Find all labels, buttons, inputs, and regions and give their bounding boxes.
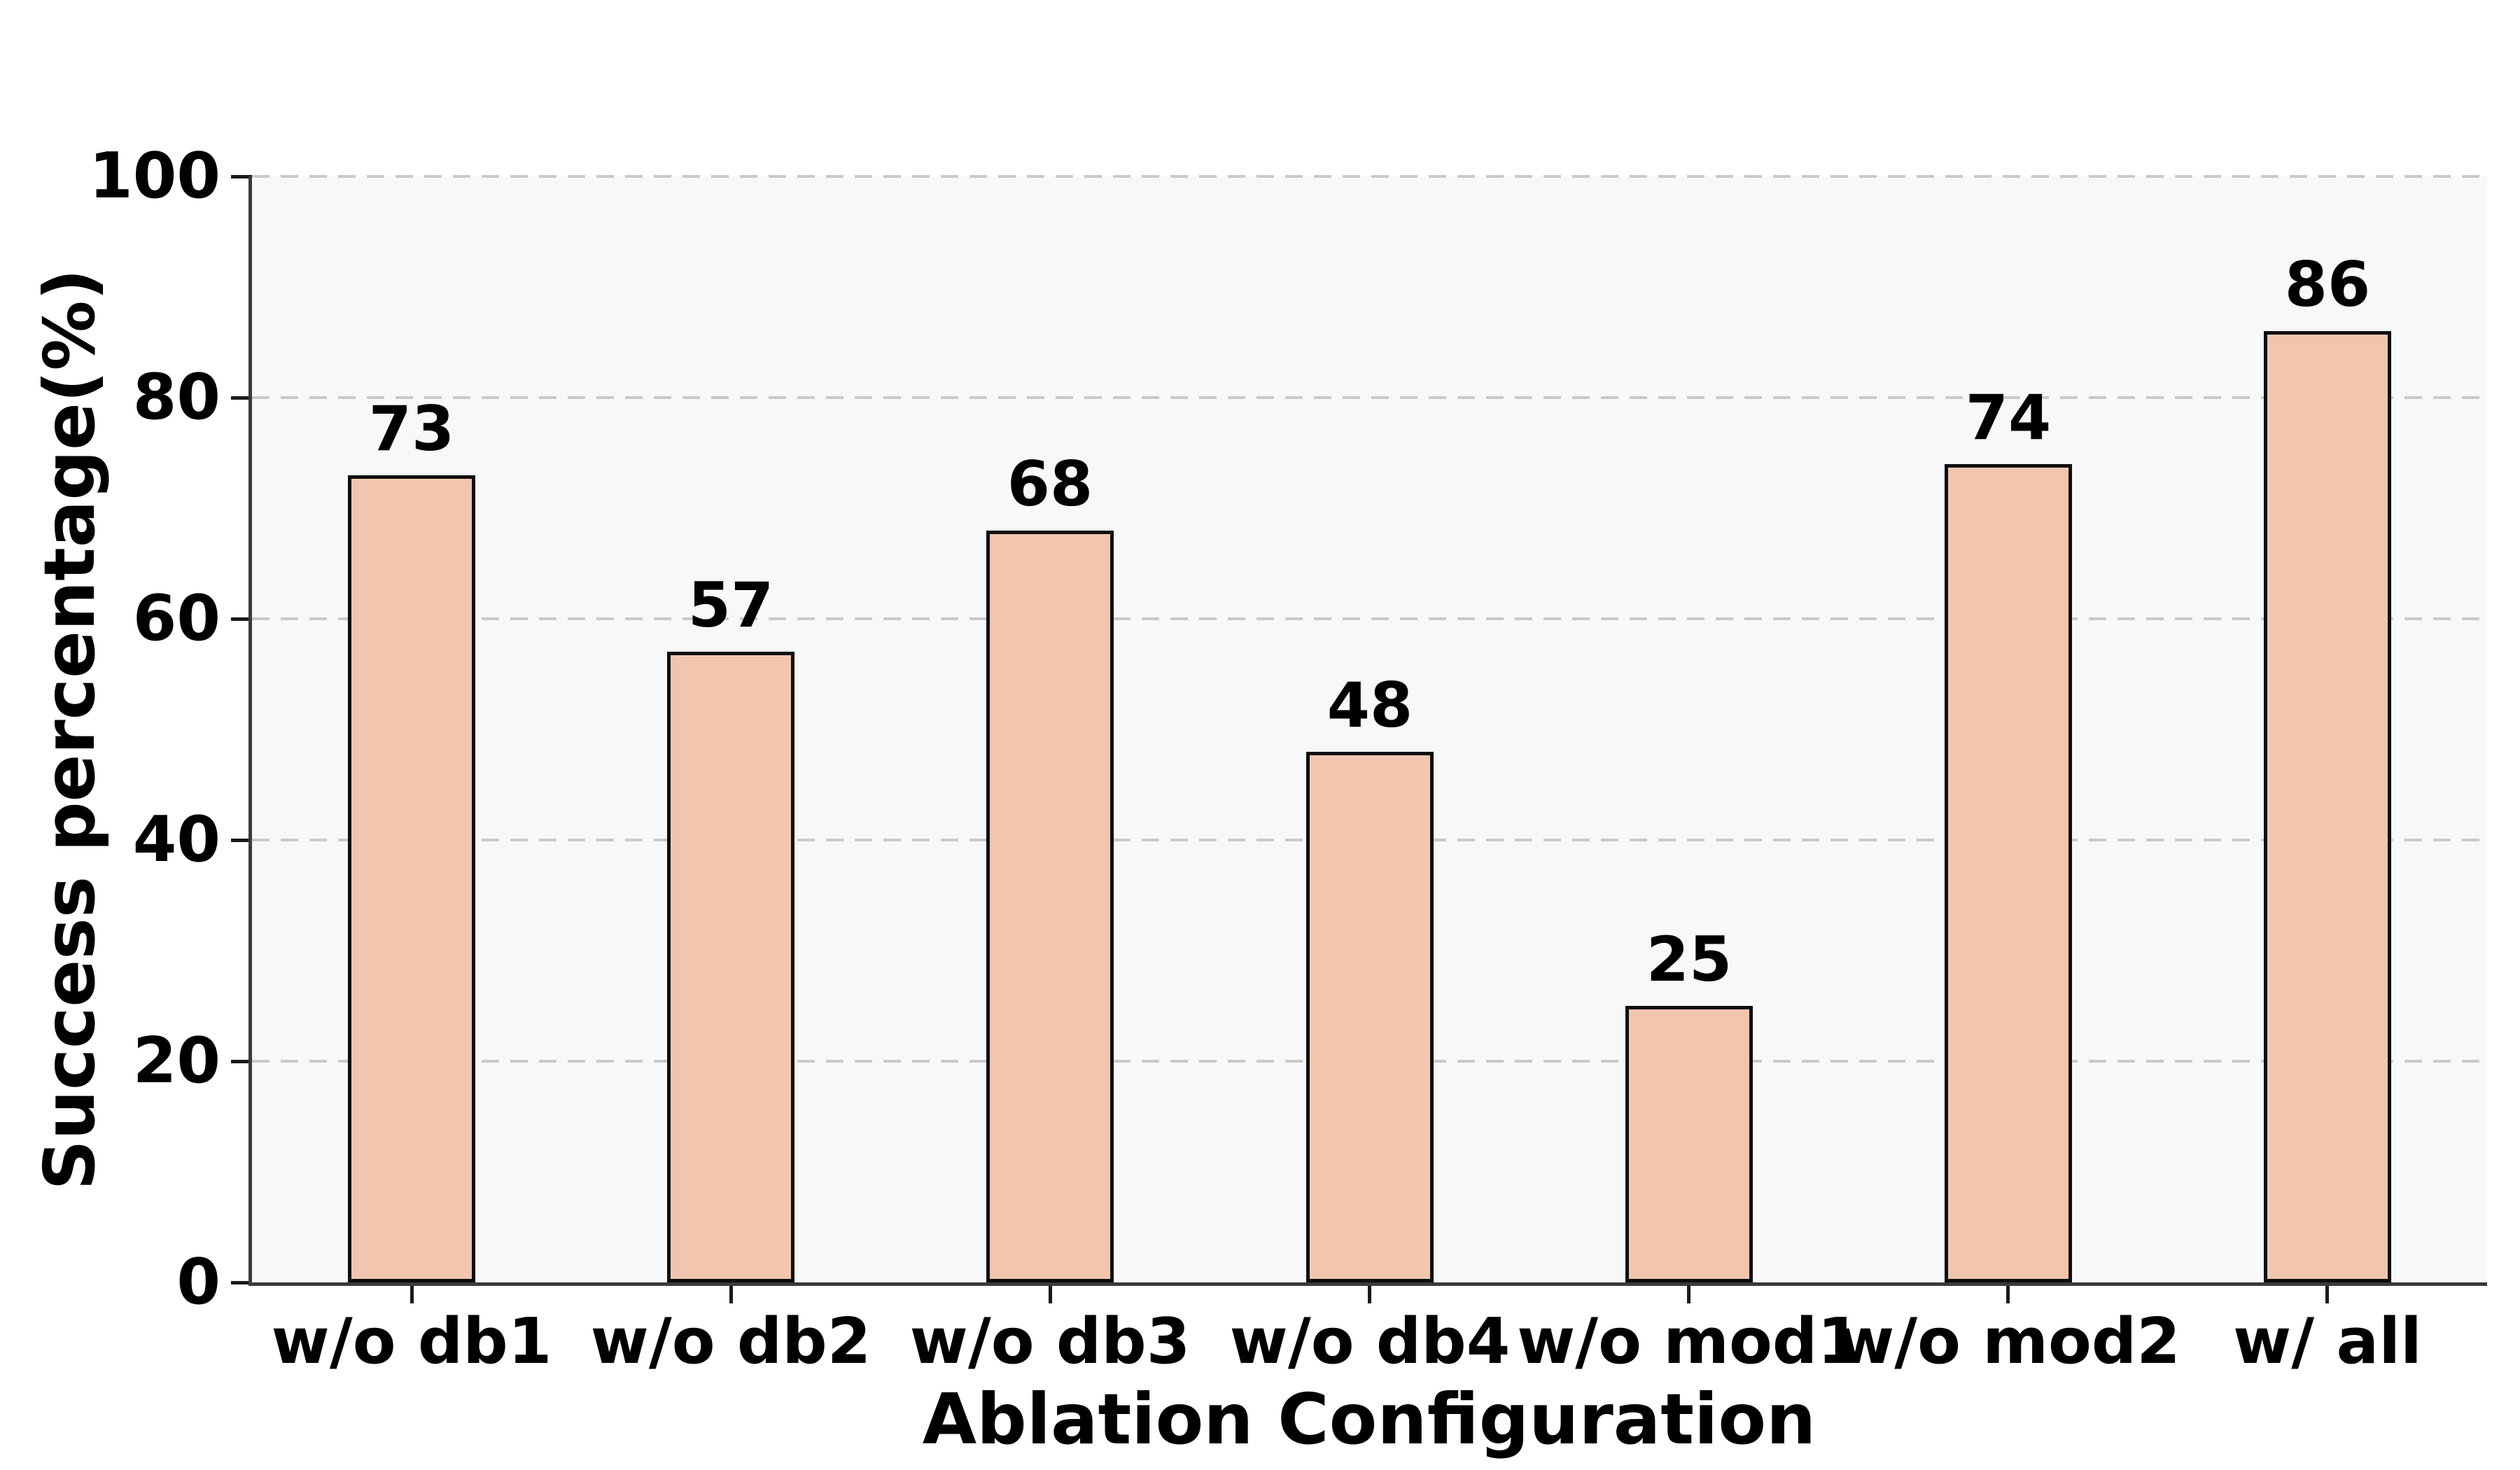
y-tick-mark [231,175,252,178]
bar-value-label: 74 [1965,382,2052,454]
bar [1306,752,1434,1282]
x-tick-mark [2325,1284,2329,1303]
x-tick-label: w/ all [2233,1305,2422,1378]
gridline [252,617,2487,620]
y-tick-mark [231,1281,252,1284]
x-tick-label: w/o db3 [909,1305,1191,1378]
bar-value-label: 86 [2284,248,2371,321]
y-tick-mark [231,396,252,400]
bar-value-label: 48 [1326,669,1413,741]
bar [2264,331,2391,1282]
y-tick-mark [231,617,252,621]
x-tick-label: w/o mod2 [1836,1305,2180,1378]
y-tick-label: 0 [176,1245,220,1319]
x-tick-mark [1368,1284,1371,1303]
x-axis-spine [248,1282,2487,1286]
bar [348,475,475,1282]
x-tick-label: w/o mod1 [1517,1305,1861,1378]
y-tick-label: 100 [89,139,220,213]
bar-value-label: 57 [687,569,774,641]
bar-value-label: 25 [1646,923,1732,995]
bar-value-label: 73 [368,393,455,465]
y-axis-title: Success percentage(%) [29,268,111,1191]
x-tick-label: w/o db1 [271,1305,552,1378]
x-axis-title: Ablation Configuration [922,1378,1816,1460]
bar [667,652,794,1282]
bar [1625,1006,1753,1282]
x-tick-label: w/o db2 [590,1305,872,1378]
y-tick-label: 60 [132,582,220,655]
bar-value-label: 68 [1007,448,1093,520]
bar [986,531,1114,1282]
gridline [252,396,2487,399]
x-tick-mark [1049,1284,1052,1303]
bar [1945,464,2072,1282]
y-tick-label: 20 [132,1024,220,1098]
y-tick-label: 40 [132,803,220,876]
x-tick-mark [2006,1284,2010,1303]
x-tick-label: w/o db4 [1229,1305,1511,1378]
y-axis-spine [248,176,252,1286]
gridline [252,175,2487,178]
plot-area: 73 57 68 48 25 74 86 [252,175,2487,1282]
y-tick-mark [231,839,252,842]
y-tick-label: 80 [132,360,220,434]
y-tick-mark [231,1060,252,1063]
x-tick-mark [729,1284,733,1303]
x-tick-mark [410,1284,414,1303]
x-tick-mark [1687,1284,1690,1303]
